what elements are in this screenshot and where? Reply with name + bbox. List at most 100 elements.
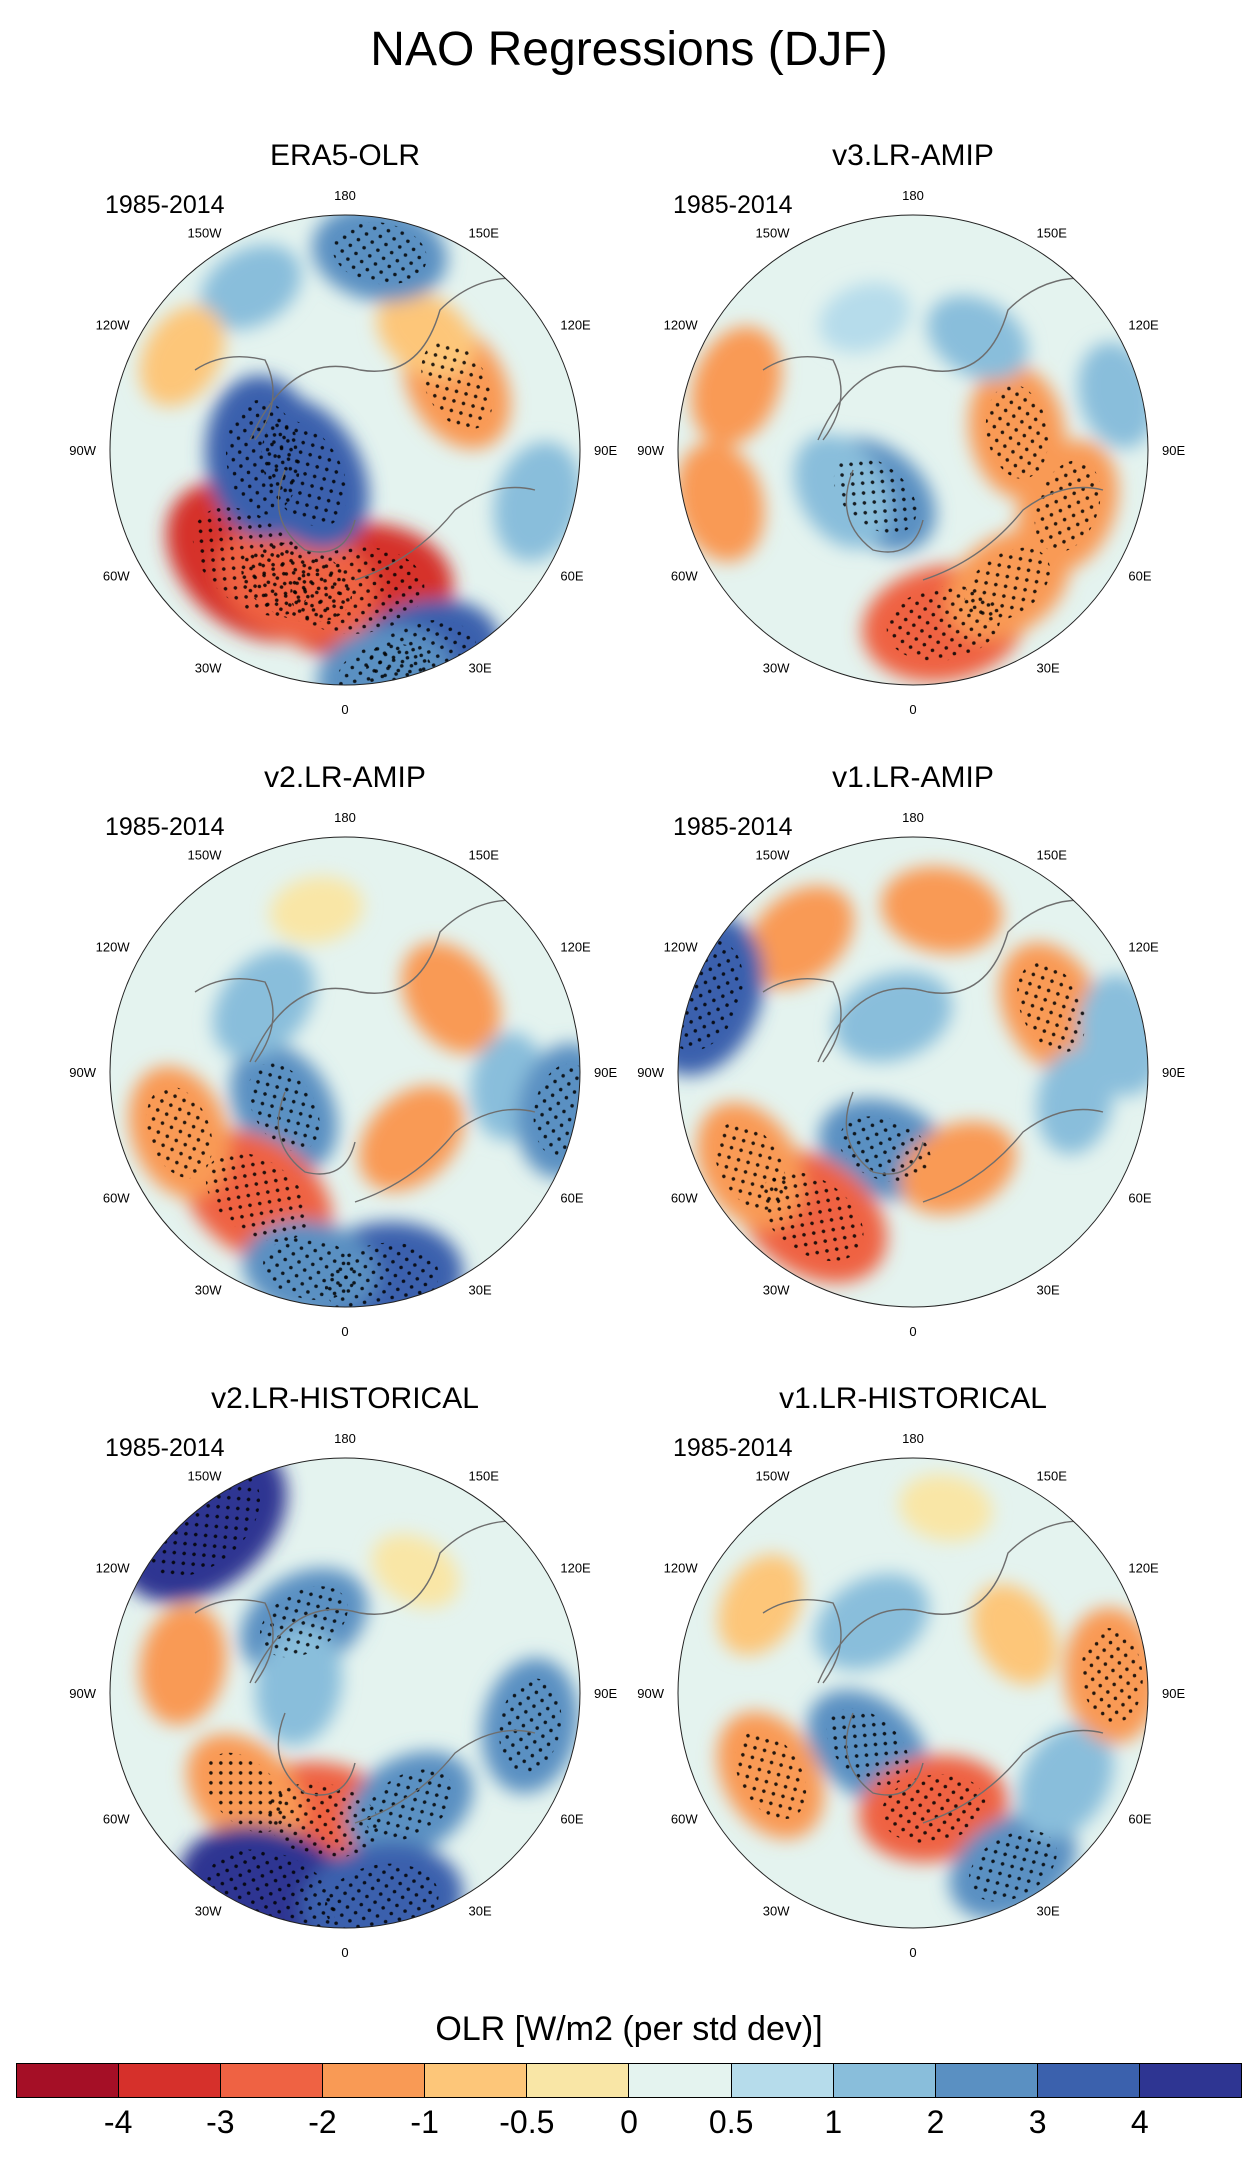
longitude-label: 90E [594,1065,617,1080]
longitude-label: 180 [334,810,356,825]
olr-field [110,837,580,1307]
longitude-label: 120E [1128,940,1159,955]
longitude-label: 60W [671,1191,698,1206]
longitude-label: 120W [96,940,131,955]
significance-stipple [498,1678,562,1773]
longitude-label: 120W [664,1561,699,1576]
colorbar-tick-label: 2 [926,2104,945,2140]
map-border [677,836,1149,1308]
coastlines [194,1520,536,1824]
longitude-label: 30E [469,1282,492,1297]
colorbar-box [17,2064,120,2097]
anomaly-blob [819,282,911,353]
longitude-label: 180 [902,810,924,825]
colorbar-box [1139,2064,1241,2097]
colorbar-box [731,2064,834,2097]
significance-stipple [332,222,427,285]
colorbar-label: OLR [W/m2 (per std dev)] [435,2010,823,2048]
coastlines [194,277,536,581]
anomaly-blob [269,876,364,944]
figure-title: NAO Regressions (DJF) [370,23,888,76]
colorbar-tick-label: -0.5 [499,2104,555,2140]
longitude-label: 30W [763,1282,790,1297]
significance-stipple [259,1586,348,1658]
colorbar-tick-label: 0 [620,2104,638,2140]
period-label: 1985-2014 [105,1434,225,1462]
longitude-label: 150W [756,848,791,863]
colorbar-tick-label: -1 [410,2104,439,2140]
colorbar-box [629,2064,732,2097]
anomaly-blob [899,1121,1016,1215]
map-panel: v1.LR-HISTORICAL 1985-2014 180 150E 120E 90E 6… [637,1382,1185,1960]
longitude-label: 150E [469,226,500,241]
anomaly-blob [833,971,953,1063]
colorbar-box [1037,2064,1140,2097]
significance-stipple [365,1769,454,1841]
colorbar-box [527,2064,630,2097]
longitude-label: 120E [560,1561,591,1576]
anomaly-blob [927,295,1029,381]
period-label: 1985-2014 [673,191,793,219]
colorbar-box [221,2064,324,2097]
longitude-label: 150W [756,226,791,241]
coastlines [762,277,1104,581]
longitude-label: 60E [560,569,583,584]
panel-title: v1.LR-AMIP [832,761,994,794]
period-label: 1985-2014 [673,1434,793,1462]
coastlines [194,899,536,1203]
colorbar-box [323,2064,426,2097]
map-panel: v2.LR-HISTORICAL 1985-2014 180 150E 120E 90E 6… [69,1382,617,1960]
colorbar-box [833,2064,936,2097]
anomaly-blob [745,885,854,989]
longitude-label: 60E [1128,1812,1151,1827]
significance-stipple [964,547,1051,622]
longitude-label: 120W [96,318,131,333]
longitude-label: 30W [763,660,790,675]
olr-field [110,1458,580,1928]
panel-title: v3.LR-AMIP [832,139,994,172]
map-border [109,1457,581,1929]
longitude-label: 120W [664,940,699,955]
panel-title: v1.LR-HISTORICAL [779,1382,1047,1415]
longitude-label: 30W [195,660,222,675]
significance-stipple [1017,962,1086,1053]
significance-stipple [838,1116,931,1183]
period-label: 1985-2014 [105,813,225,841]
longitude-label: 90W [69,1686,96,1701]
longitude-label: 150E [469,848,500,863]
significance-stipple [760,1171,864,1262]
longitude-label: 90E [1162,1686,1185,1701]
longitude-label: 60W [671,1812,698,1827]
map-border [677,214,1149,686]
longitude-label: 60W [103,1191,130,1206]
significance-stipple [714,1122,786,1210]
longitude-label: 30W [195,1903,222,1918]
anomaly-blob [899,1474,993,1542]
longitude-label: 60W [103,569,130,584]
anomaly-blob [972,1583,1058,1685]
longitude-label: 150E [1037,226,1068,241]
longitude-label: 0 [341,1945,348,1960]
anomaly-blob [493,441,580,562]
longitude-label: 90W [637,1065,664,1080]
colorbar-tick-label: 4 [1130,2104,1149,2140]
anomaly-blob [139,1603,227,1725]
significance-stipple [1034,460,1101,553]
longitude-label: 120W [96,1561,131,1576]
longitude-label: 120E [560,318,591,333]
significance-stipple [241,542,353,623]
longitude-label: 90E [594,1686,617,1701]
longitude-label: 180 [902,1431,924,1446]
longitude-label: 150W [188,1469,223,1484]
anomaly-blob [678,441,765,562]
map-panel: v3.LR-AMIP 1985-2014 180 150E 120E 90E 60E 30E 0… [637,139,1185,717]
longitude-label: 150W [188,226,223,241]
period-label: 1985-2014 [673,813,793,841]
map-border [109,214,581,686]
colorbar-tick-label: 1 [824,2104,843,2140]
longitude-label: 150E [1037,1469,1068,1484]
anomaly-blob [358,1085,465,1192]
longitude-label: 90W [69,1065,96,1080]
map-panel: v1.LR-AMIP 1985-2014 180 150E 120E 90E 60E 30E 0… [637,761,1185,1339]
significance-stipple [265,1782,380,1858]
